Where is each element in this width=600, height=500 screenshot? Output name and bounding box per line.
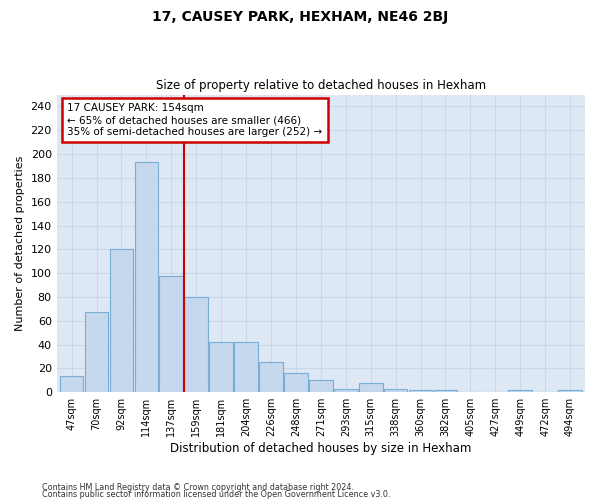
Text: 17 CAUSEY PARK: 154sqm
← 65% of detached houses are smaller (466)
35% of semi-de: 17 CAUSEY PARK: 154sqm ← 65% of detached… — [67, 104, 322, 136]
Text: Contains public sector information licensed under the Open Government Licence v3: Contains public sector information licen… — [42, 490, 391, 499]
Y-axis label: Number of detached properties: Number of detached properties — [15, 156, 25, 331]
Bar — [85, 312, 109, 392]
Bar — [234, 342, 258, 392]
Bar — [409, 390, 433, 392]
Bar — [384, 388, 407, 392]
Bar — [558, 390, 582, 392]
Bar — [184, 297, 208, 392]
Bar — [134, 162, 158, 392]
Bar — [60, 376, 83, 392]
Title: Size of property relative to detached houses in Hexham: Size of property relative to detached ho… — [156, 79, 486, 92]
Bar — [259, 362, 283, 392]
Bar — [284, 373, 308, 392]
Bar — [309, 380, 332, 392]
Bar — [334, 388, 358, 392]
Bar — [209, 342, 233, 392]
Text: Contains HM Land Registry data © Crown copyright and database right 2024.: Contains HM Land Registry data © Crown c… — [42, 484, 354, 492]
Bar — [110, 250, 133, 392]
Text: 17, CAUSEY PARK, HEXHAM, NE46 2BJ: 17, CAUSEY PARK, HEXHAM, NE46 2BJ — [152, 10, 448, 24]
Bar — [508, 390, 532, 392]
Bar — [359, 382, 383, 392]
X-axis label: Distribution of detached houses by size in Hexham: Distribution of detached houses by size … — [170, 442, 472, 455]
Bar — [160, 276, 183, 392]
Bar — [434, 390, 457, 392]
